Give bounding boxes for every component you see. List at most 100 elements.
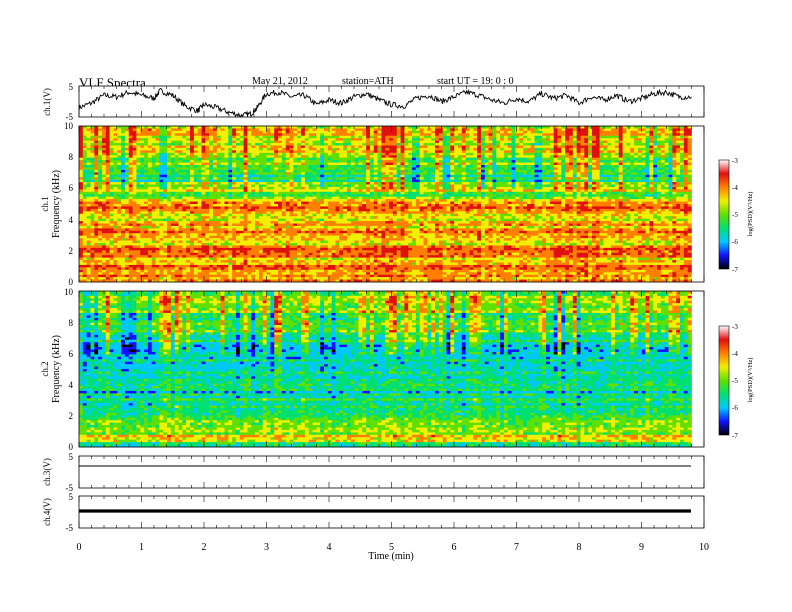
spectrogram-cell — [102, 167, 106, 170]
spectrogram-cell — [630, 148, 634, 151]
spectrogram-cell — [638, 146, 642, 149]
spectrogram-cell — [94, 165, 98, 168]
spectrogram-cell — [255, 167, 259, 170]
spectrogram-cell — [619, 158, 623, 161]
spectrogram-cell — [374, 131, 378, 134]
spectrogram-cell — [401, 138, 405, 141]
spectrogram-cell — [634, 163, 638, 166]
spectrogram-cell — [416, 170, 420, 173]
spectrogram-cell — [435, 126, 439, 129]
spectrogram-cell — [569, 155, 573, 158]
spectrogram-cell — [389, 175, 393, 178]
spectrogram-cell — [282, 163, 286, 166]
spectrogram-cell — [634, 160, 638, 163]
spectrogram-cell — [626, 172, 630, 175]
spectrogram-cell — [404, 155, 408, 158]
spectrogram-cell — [661, 163, 665, 166]
spectrogram-cell — [634, 153, 638, 156]
spectrogram-cell — [202, 143, 206, 146]
spectrogram-cell — [420, 146, 424, 149]
spectrogram-cell — [121, 146, 125, 149]
spectrogram-cell — [481, 141, 485, 144]
spectrogram-cell — [485, 126, 489, 129]
spectrogram-cell — [519, 136, 523, 139]
spectrogram-cell — [332, 128, 336, 131]
spectrogram-cell — [443, 143, 447, 146]
spectrogram-cell — [473, 141, 477, 144]
spectrogram-cell — [125, 153, 129, 156]
spectrogram-cell — [443, 175, 447, 178]
spectrogram-cell — [596, 148, 600, 151]
spectrogram-cell — [626, 126, 630, 129]
spectrogram-cell — [646, 131, 650, 134]
spectrogram-cell — [335, 150, 339, 153]
spectrogram-cell — [320, 170, 324, 173]
spectrogram-cell — [136, 163, 140, 166]
spectrogram-cell — [404, 170, 408, 173]
spectrogram-cell — [198, 163, 202, 166]
spectrogram-cell — [339, 148, 343, 151]
spectrogram-cell — [148, 167, 152, 170]
spectrogram-cell — [205, 148, 209, 151]
spectrogram-cell — [247, 167, 251, 170]
spectrogram-cell — [244, 150, 248, 153]
spectrogram-cell — [90, 170, 94, 173]
spectrogram-cell — [669, 143, 673, 146]
spectrogram-cell — [244, 160, 248, 163]
spectrogram-cell — [259, 158, 263, 161]
spectrogram-cell — [270, 165, 274, 168]
spectrogram-cell — [577, 160, 581, 163]
spectrogram-cell — [600, 158, 604, 161]
spectrogram-cell — [378, 170, 382, 173]
spectrogram-cell — [462, 141, 466, 144]
spectrogram-cell — [611, 136, 615, 139]
spectrogram-cell — [653, 138, 657, 141]
spectrogram-cell — [144, 165, 148, 168]
spectrogram-cell — [355, 143, 359, 146]
spectrogram-cell — [293, 153, 297, 156]
spectrogram-cell — [358, 148, 362, 151]
spectrogram-cell — [167, 175, 171, 178]
spectrogram-cell — [600, 172, 604, 175]
spectrogram-cell — [546, 148, 550, 151]
spectrogram-cell — [159, 175, 163, 178]
spectrogram-cell — [523, 170, 527, 173]
spectrogram-cell — [259, 146, 263, 149]
spectrogram-cell — [535, 131, 539, 134]
spectrogram-cell — [316, 126, 320, 129]
spectrogram-cell — [110, 170, 114, 173]
spectrogram-cell — [420, 143, 424, 146]
spectrogram-cell — [542, 167, 546, 170]
spectrogram-cell — [412, 131, 416, 134]
spectrogram-cell — [435, 146, 439, 149]
spectrogram-cell — [224, 146, 228, 149]
spectrogram-cell — [228, 150, 232, 153]
spectrogram-cell — [113, 136, 117, 139]
spectrogram-cell — [481, 167, 485, 170]
spectrogram-cell — [175, 126, 179, 129]
spectrogram-cell — [202, 131, 206, 134]
spectrogram-cell — [270, 167, 274, 170]
spectrogram-cell — [504, 160, 508, 163]
spectrogram-cell — [351, 136, 355, 139]
spectrogram-cell — [328, 163, 332, 166]
spectrogram-cell — [404, 167, 408, 170]
spectrogram-cell — [500, 150, 504, 153]
spectrogram-cell — [270, 126, 274, 129]
spectrogram-cell — [152, 148, 156, 151]
spectrogram-cell — [630, 141, 634, 144]
spectrogram-cell — [366, 136, 370, 139]
spectrogram-cell — [489, 165, 493, 168]
spectrogram-cell — [167, 155, 171, 158]
spectrogram-cell — [473, 148, 477, 151]
spectrogram-cell — [404, 163, 408, 166]
spectrogram-cell — [439, 175, 443, 178]
spectrogram-cell — [186, 175, 190, 178]
spectrogram-cell — [680, 133, 684, 136]
spectrogram-cell — [603, 141, 607, 144]
spectrogram-cell — [339, 133, 343, 136]
spectrogram-cell — [370, 150, 374, 153]
spectrogram-cell — [584, 148, 588, 151]
spectrogram-cell — [148, 170, 152, 173]
spectrogram-cell — [447, 126, 451, 129]
